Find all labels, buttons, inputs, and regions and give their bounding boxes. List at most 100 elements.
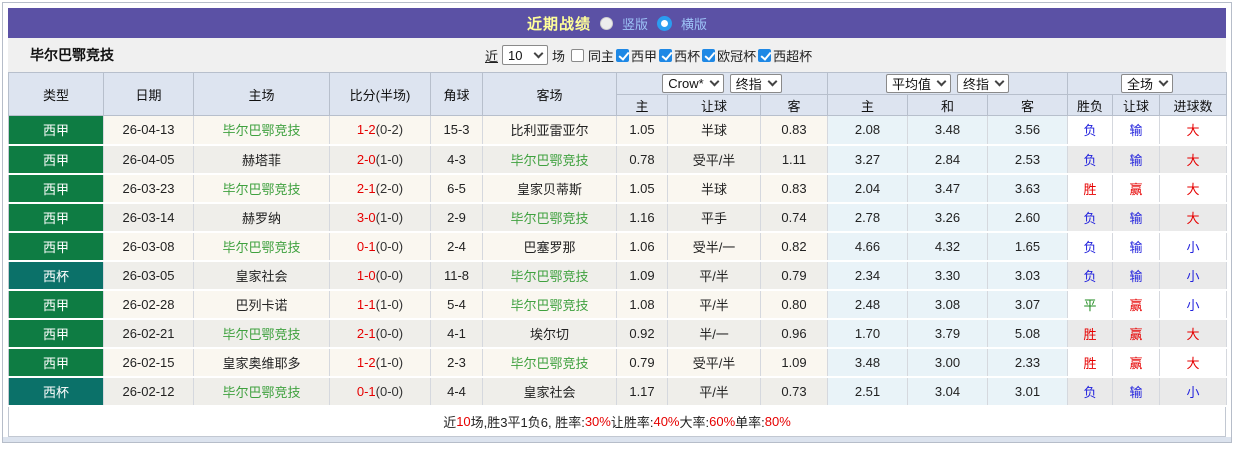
handicap-odds-home: 0.78 [616,144,668,175]
table-row: 西甲 26-03-14 赫罗纳 3-0(1-0) 2-9 毕尔巴鄂竞技 1.16… [8,202,1227,233]
horizontal-layout-radio[interactable] [657,15,672,31]
handicap-result: 赢 [1112,173,1160,204]
away-team: 毕尔巴鄂竞技 [482,289,617,320]
full-time-score: 2-1 [356,180,376,196]
away-team: 毕尔巴鄂竞技 [482,202,617,233]
table-row: 西甲 26-04-13 毕尔巴鄂竞技 1-2(0-2) 15-3 比利亚雷亚尔 … [8,115,1227,146]
near-link[interactable]: 近 [485,48,499,64]
europe-average-select[interactable]: 平均值 [885,74,951,93]
summary-segment: 场,胜3平1负6, 胜率: [470,414,585,430]
panel-title: 近期战绩 [526,15,591,33]
europe-odds-home: 3.48 [827,347,908,378]
summary-segment: 30% [584,413,611,429]
league-label[interactable]: 西甲 [631,48,658,64]
handicap-odds-home: 1.16 [616,202,668,233]
corner-count: 4-4 [430,376,483,407]
handicap-odds-away: 0.73 [760,376,828,407]
league-filter-item: 西超杯 [758,46,812,65]
match-type-badge: 西甲 [8,144,104,175]
league-checkbox[interactable] [758,48,772,62]
goals-result: 大 [1159,347,1227,378]
home-team: 皇家奥维耶多 [193,347,330,378]
bookmaker-select[interactable]: Crow* [662,74,724,93]
handicap-odds-home: 1.17 [616,376,668,407]
europe-odds-time-select[interactable]: 终指 [957,74,1010,93]
europe-odds-away: 1.65 [987,231,1068,262]
europe-odds-away: 2.53 [987,144,1068,175]
subheader-eu-home: 主 [827,94,908,116]
league-label[interactable]: 西超杯 [773,48,813,64]
match-count-select[interactable]: 10 [502,45,549,65]
handicap-odds-home: 0.79 [616,347,668,378]
half-time-score: (0-0) [375,238,404,254]
home-team: 赫罗纳 [193,202,330,233]
handicap-odds-time-select[interactable]: 终指 [729,74,782,93]
corner-count: 2-3 [430,347,483,378]
full-time-score: 1-0 [356,267,376,283]
header-away: 客场 [482,72,617,116]
goals-result: 大 [1159,173,1227,204]
europe-odds-away: 3.03 [987,260,1068,291]
match-type-badge: 西甲 [8,173,104,204]
away-team: 毕尔巴鄂竞技 [482,347,617,378]
table-row: 西杯 26-03-05 皇家社会 1-0(0-0) 11-8 毕尔巴鄂竞技 1.… [8,260,1227,291]
header-date: 日期 [103,72,194,116]
league-filter-item: 西杯 [659,46,700,65]
handicap-result: 输 [1112,260,1160,291]
league-label[interactable]: 西杯 [674,48,701,64]
full-match-select[interactable]: 全场 [1120,74,1173,93]
header-corner: 角球 [430,72,483,116]
europe-odds-away: 5.08 [987,318,1068,349]
match-date: 26-04-05 [103,144,194,175]
summary-segment: 大率: [679,414,710,430]
league-checkbox[interactable] [616,48,630,62]
table-row: 西甲 26-03-23 毕尔巴鄂竞技 2-1(2-0) 6-5 皇家贝蒂斯 1.… [8,173,1227,204]
match-date: 26-03-05 [103,260,194,291]
handicap-odds-home: 1.09 [616,260,668,291]
score-cell: 1-1(1-0) [329,289,431,320]
handicap-odds-away: 0.82 [760,231,828,262]
match-date: 26-02-28 [103,289,194,320]
goals-result: 大 [1159,115,1227,146]
bottom-strip [3,436,1231,442]
subheader-odds-home: 主 [616,94,668,116]
match-date: 26-02-21 [103,318,194,349]
full-time-score: 1-2 [356,122,376,138]
subheader-handicap-result: 让球 [1112,94,1160,116]
vertical-layout-radio[interactable] [599,16,613,30]
league-checkbox[interactable] [659,48,673,62]
table-row: 西杯 26-02-12 毕尔巴鄂竞技 0-1(0-0) 4-4 皇家社会 1.1… [8,376,1227,407]
summary-segment: 40% [653,413,680,429]
away-team: 毕尔巴鄂竞技 [482,260,617,291]
vertical-layout-label[interactable]: 竖版 [621,16,648,32]
handicap-odds-away: 0.96 [760,318,828,349]
same-home-checkbox[interactable] [571,48,585,62]
match-type-badge: 西甲 [8,289,104,320]
same-home-label[interactable]: 同主 [588,48,615,64]
match-date: 26-03-14 [103,202,194,233]
handicap-odds-group-header: Crow* 终指 [616,72,828,95]
europe-odds-away: 3.63 [987,173,1068,204]
match-type-badge: 西甲 [8,231,104,262]
home-team: 毕尔巴鄂竞技 [193,318,330,349]
league-label[interactable]: 欧冠杯 [717,48,757,64]
europe-odds-home: 4.66 [827,231,908,262]
full-time-score: 1-2 [356,354,376,370]
europe-odds-draw: 4.32 [907,231,988,262]
handicap-line: 平/半 [667,376,761,407]
europe-average-value: 平均值 [891,77,931,92]
subheader-eu-away: 客 [987,94,1068,116]
league-checkbox[interactable] [702,48,716,62]
horizontal-layout-label[interactable]: 横版 [681,16,708,32]
match-count-value: 10 [508,47,523,63]
match-type-badge: 西杯 [8,260,104,291]
europe-odds-draw: 3.26 [907,202,988,233]
handicap-odds-away: 0.79 [760,260,828,291]
handicap-result: 输 [1112,144,1160,175]
full-time-score: 2-0 [356,151,376,167]
half-time-score: (0-0) [375,325,404,341]
goals-result: 小 [1159,376,1227,407]
match-date: 26-02-12 [103,376,194,407]
europe-odds-away: 2.60 [987,202,1068,233]
match-type-badge: 西杯 [8,376,104,407]
